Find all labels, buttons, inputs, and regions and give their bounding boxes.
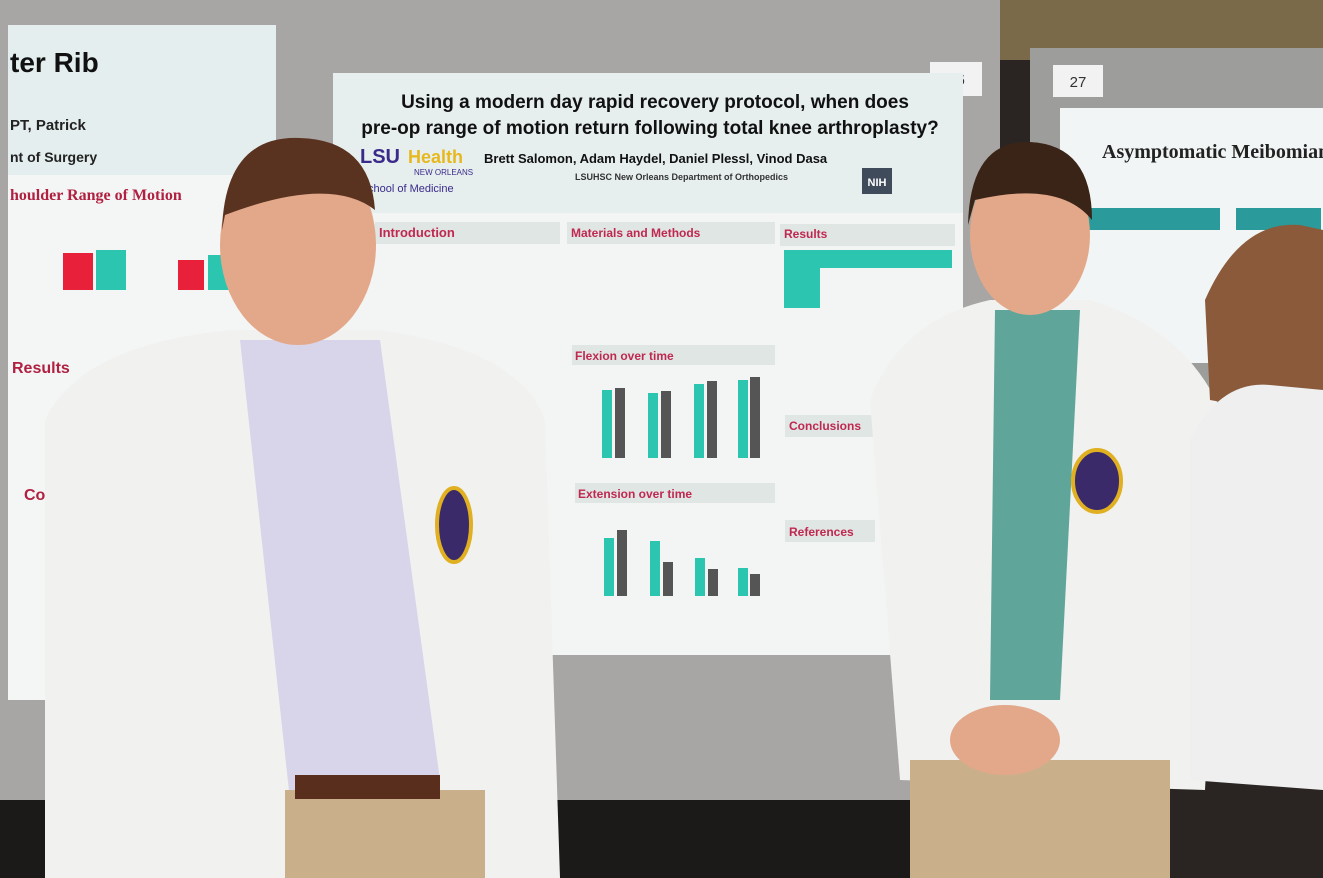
lab-coat (1190, 384, 1323, 790)
section-header (1085, 208, 1220, 230)
shape (750, 574, 760, 596)
poster-title: ter Rib (10, 47, 99, 78)
shape (648, 393, 658, 458)
section-title: Conclusions (789, 419, 861, 433)
poster-authors: Brett Salomon, Adam Haydel, Daniel Pless… (484, 151, 828, 166)
hair (1205, 224, 1323, 420)
shape (602, 390, 612, 458)
trousers (285, 790, 485, 878)
section-title: Introduction (379, 225, 455, 240)
section-title: Results (12, 360, 70, 377)
logo-text: NEW ORLEANS (414, 168, 473, 177)
poster-bar (63, 253, 93, 290)
poster-title: Asymptomatic Meibomian (1102, 141, 1323, 163)
trousers (910, 760, 1170, 878)
section-title: Materials and Methods (571, 226, 701, 240)
poster-authors: PT, Patrick (10, 117, 87, 134)
section-title: Extension over time (578, 487, 692, 501)
left-poster-header (8, 25, 276, 175)
shape (708, 569, 718, 596)
poster-bar (178, 260, 204, 290)
section-header (375, 222, 560, 244)
number-card (1053, 65, 1103, 97)
shape (663, 562, 673, 596)
shape (694, 384, 704, 458)
section-title: Results (784, 227, 828, 241)
section-header (785, 415, 885, 437)
patch (1071, 448, 1123, 514)
section-title: houlder Range of Motion (10, 187, 182, 204)
poster-department: LSUHSC New Orleans Department of Orthope… (575, 172, 788, 182)
belt (295, 775, 440, 799)
section-title: References (789, 525, 854, 539)
table-header (784, 250, 952, 268)
poster-bars (604, 530, 760, 596)
shape (617, 530, 627, 596)
shape (615, 388, 625, 458)
hair (222, 137, 375, 230)
shape (750, 377, 760, 458)
shape (661, 391, 671, 458)
logo-text: LSU (360, 146, 400, 168)
logo-text: Health (408, 147, 463, 167)
shirt (240, 340, 440, 800)
main-poster-header (333, 73, 963, 213)
poster-bar (96, 250, 126, 290)
shape (738, 380, 748, 458)
nih-logo (862, 168, 892, 194)
poster-bars (602, 377, 760, 458)
poster-title: Using a modern day rapid recovery protoc… (401, 92, 909, 113)
poster-number: 27 (1070, 74, 1087, 91)
hands (950, 705, 1060, 775)
section-header (575, 483, 775, 503)
shape (695, 558, 705, 596)
section-header (1236, 208, 1321, 230)
section-header (780, 224, 955, 246)
section-header (785, 520, 875, 542)
poster-affiliation: nt of Surgery (10, 149, 97, 165)
section-header (572, 345, 775, 365)
section-title: Flexion over time (575, 349, 674, 363)
shape (650, 541, 660, 596)
table-column (784, 268, 820, 308)
hair (968, 141, 1092, 225)
shape (738, 568, 748, 596)
logo-text: chool of Medicine (368, 183, 454, 195)
poster-title: pre-op range of motion return following … (361, 118, 938, 139)
shape (707, 381, 717, 458)
shape (604, 538, 614, 596)
logo-text: NIH (868, 177, 887, 189)
patch (435, 486, 473, 564)
section-header (567, 222, 775, 244)
shirt (990, 310, 1080, 700)
